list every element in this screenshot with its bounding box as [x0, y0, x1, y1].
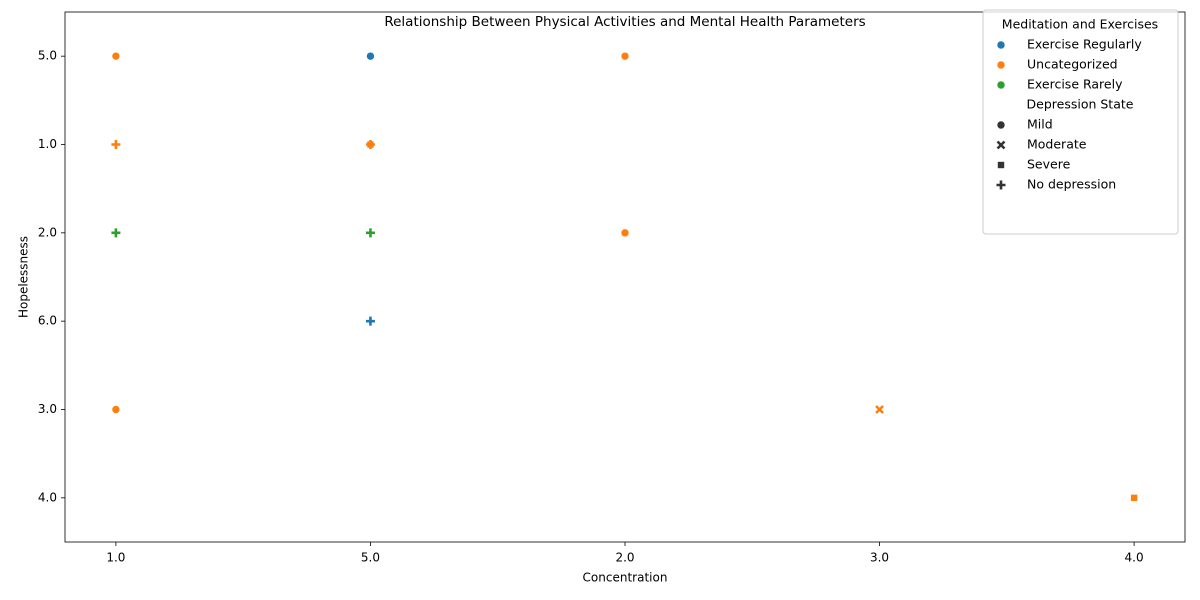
- point: [875, 405, 884, 414]
- x-tick-label: 1.0: [106, 551, 125, 565]
- y-tick-label: 6.0: [38, 314, 57, 328]
- point: [111, 405, 121, 414]
- legend-marker: [997, 161, 1005, 169]
- point: [620, 51, 630, 61]
- point: [365, 316, 375, 326]
- y-tick-label: 1.0: [38, 137, 57, 151]
- y-axis-label: Hopelessness: [17, 236, 31, 318]
- legend-label: Exercise Rarely: [1027, 77, 1123, 92]
- legend-title: Meditation and Exercises: [1002, 17, 1158, 32]
- y-tick-label: 2.0: [38, 225, 57, 239]
- legend-marker: [996, 60, 1006, 70]
- point: [111, 51, 121, 61]
- legend-label: No depression: [1027, 177, 1116, 192]
- legend-label: Mild: [1027, 117, 1053, 132]
- chart-title: Relationship Between Physical Activities…: [384, 14, 865, 30]
- point: [365, 140, 375, 149]
- point: [620, 228, 630, 238]
- legend-marker: [996, 180, 1006, 190]
- legend-label: Exercise Regularly: [1027, 37, 1142, 52]
- y-tick-label: 4.0: [38, 490, 57, 504]
- point: [1130, 494, 1138, 502]
- legend-marker: [996, 140, 1006, 150]
- legend-label: Severe: [1027, 157, 1071, 172]
- point: [366, 51, 375, 61]
- point: [365, 228, 375, 238]
- legend-box: [982, 9, 1179, 235]
- legend-marker: [996, 80, 1006, 90]
- point: [111, 228, 121, 238]
- x-axis-label: Concentration: [583, 571, 668, 585]
- point: [111, 140, 121, 149]
- x-tick-label: 2.0: [615, 551, 634, 565]
- y-tick-label: 3.0: [38, 402, 57, 416]
- legend-label: Uncategorized: [1027, 57, 1118, 72]
- x-tick-label: 3.0: [870, 551, 889, 565]
- legend-title: Depression State: [1027, 97, 1134, 112]
- legend-marker: [996, 40, 1006, 50]
- legend-label: Moderate: [1027, 137, 1087, 152]
- x-tick-label: 5.0: [361, 551, 380, 565]
- legend-marker: [996, 120, 1006, 130]
- x-tick-label: 4.0: [1125, 551, 1144, 565]
- y-tick-label: 5.0: [38, 49, 57, 63]
